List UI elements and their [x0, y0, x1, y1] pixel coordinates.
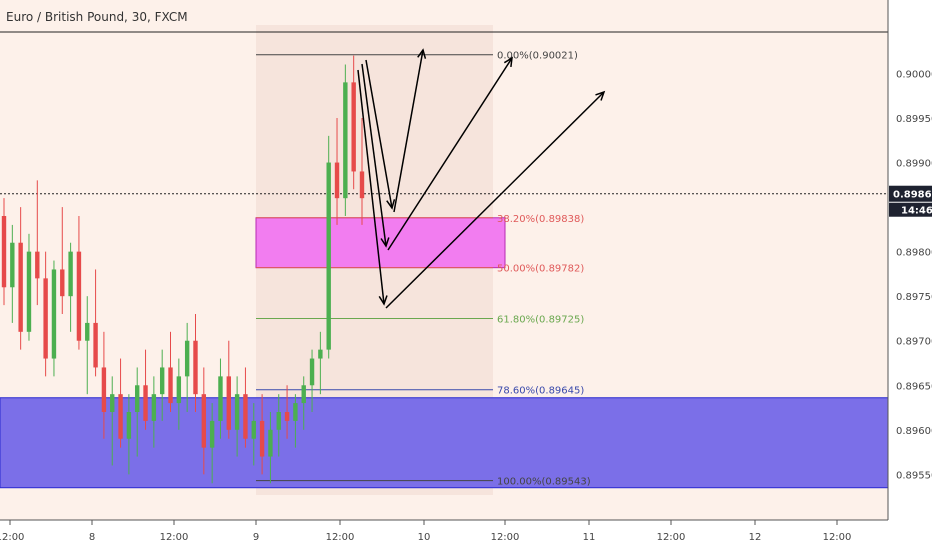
candle-body — [168, 367, 173, 404]
arrowhead — [595, 90, 606, 101]
candle-body — [126, 412, 132, 439]
candle-body — [76, 251, 82, 341]
projection-arrow — [387, 57, 513, 251]
candle-body — [51, 269, 57, 359]
arrowhead — [503, 56, 513, 68]
candle-body — [359, 171, 365, 199]
candle-body — [218, 376, 223, 421]
candle-body — [184, 340, 190, 377]
current-price-label: 0.89865 — [893, 190, 932, 201]
time-tick-label: 12:00 — [823, 532, 852, 543]
candle-body — [85, 322, 90, 341]
candle-body — [18, 242, 23, 332]
projection-arrow — [357, 69, 385, 305]
time-tick-label: 10 — [418, 532, 431, 543]
candle-body — [10, 242, 15, 288]
time-axis-bg — [0, 520, 888, 550]
candle-body — [159, 367, 165, 395]
time-tick-label: 12:00 — [0, 532, 24, 543]
candle-body — [68, 251, 73, 297]
candle-body — [293, 403, 298, 421]
fib-label: 61.80%(0.89725) — [497, 314, 584, 325]
fib-label: 0.00%(0.90021) — [497, 51, 578, 62]
candle-body — [234, 394, 240, 430]
price-axis-bg — [888, 0, 932, 550]
countdown-tag — [889, 202, 932, 217]
projection-arrow — [393, 49, 424, 213]
chart-title: Euro / British Pound, 30, FXCM — [6, 10, 188, 24]
candle-body — [93, 322, 98, 368]
candle-body — [176, 376, 182, 404]
time-tick-label: 11 — [583, 532, 596, 543]
time-tick-label: 12:00 — [491, 532, 520, 543]
candle-body — [35, 251, 40, 279]
candle-body — [101, 367, 107, 412]
candle-body — [343, 82, 348, 199]
candle-body — [43, 278, 48, 359]
time-tick-label: 12:00 — [160, 532, 189, 543]
supply-zone-box — [255, 217, 506, 269]
candle-body — [251, 420, 256, 439]
candle-body — [326, 162, 331, 350]
time-tick-label: 12:00 — [657, 532, 686, 543]
candle-body — [334, 162, 340, 199]
candle-body — [201, 394, 207, 448]
candle-body — [143, 385, 148, 421]
candle-body — [318, 349, 323, 359]
candle-body — [276, 412, 281, 430]
current-price-tag — [889, 185, 932, 202]
time-tick-label: 8 — [89, 532, 95, 543]
candle-body — [243, 394, 248, 439]
candle-body — [151, 394, 157, 421]
fib-label: 78.60%(0.89645) — [497, 386, 584, 397]
candle-body — [301, 385, 306, 404]
candle-body — [1, 216, 7, 288]
candle-body — [268, 429, 273, 457]
candle-body — [226, 376, 231, 430]
candle-body — [259, 420, 265, 457]
candle-body — [351, 82, 356, 172]
fib-label: 50.00%(0.89782) — [497, 264, 584, 275]
arrowhead — [417, 48, 427, 59]
projection-arrow — [361, 63, 387, 247]
arrowhead — [380, 237, 390, 248]
time-tick-label: 12 — [749, 532, 762, 543]
projection-arrow — [385, 91, 605, 309]
fib-label: 38.20%(0.89838) — [497, 214, 584, 225]
time-tick-label: 9 — [253, 532, 259, 543]
candle-body — [193, 340, 198, 395]
candle-body — [135, 385, 140, 412]
projection-arrow — [365, 59, 393, 209]
candle-body — [284, 412, 290, 421]
candle-body — [110, 394, 115, 412]
candle-body — [209, 420, 215, 448]
countdown-label: 14:46 — [901, 206, 932, 217]
fib-label: 100.00%(0.89543) — [497, 477, 591, 488]
demand-zone — [0, 397, 889, 489]
candle-body — [309, 358, 315, 386]
candle-body — [26, 251, 32, 332]
arrowhead — [386, 199, 396, 210]
candle-body — [60, 269, 65, 297]
time-tick-label: 12:00 — [326, 532, 355, 543]
candle-body — [118, 394, 123, 439]
arrowhead — [378, 295, 388, 306]
